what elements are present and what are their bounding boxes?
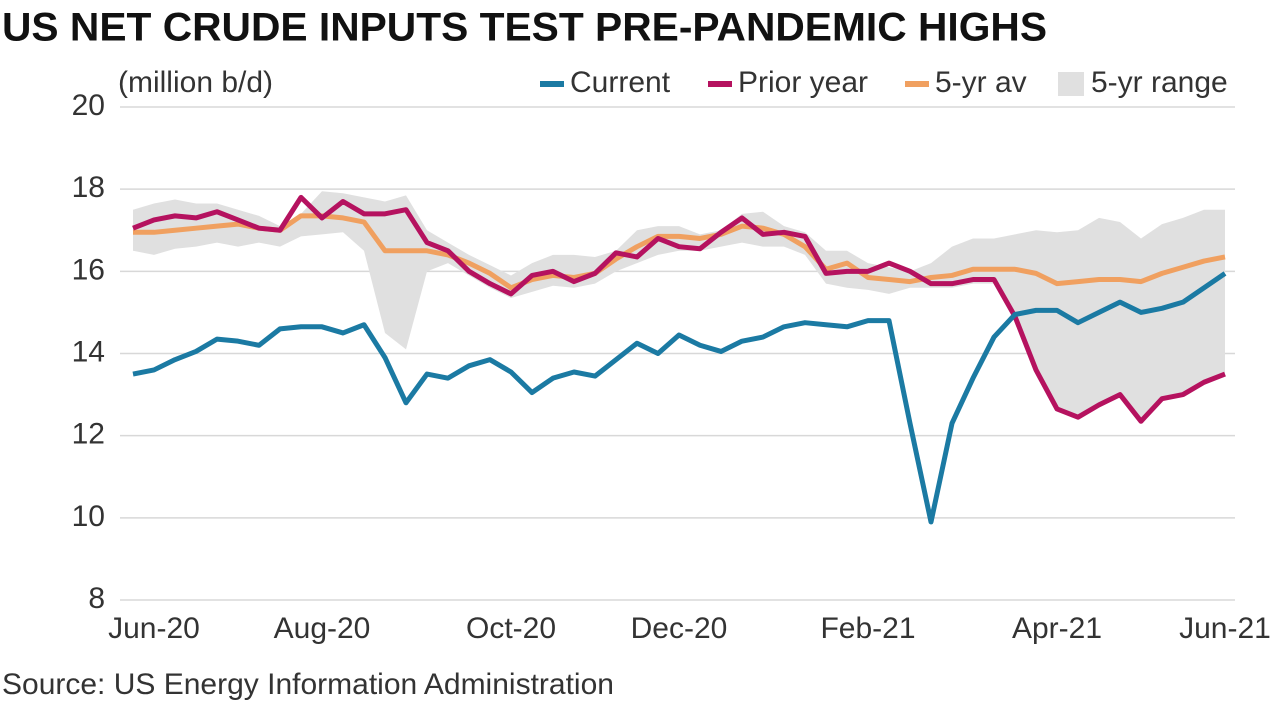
y-tick-label: 12: [72, 418, 105, 451]
series-line: [132, 271, 1227, 525]
legend-label: 5-yr range: [1091, 66, 1228, 99]
legend-label: 5-yr av: [935, 66, 1027, 99]
source: Source: US Energy Information Administra…: [2, 668, 614, 701]
x-tick-label: Dec-20: [631, 612, 728, 645]
y-tick-label: 20: [72, 89, 105, 122]
x-tick-label: Jun-21: [1179, 612, 1271, 645]
series-line: [132, 194, 1226, 424]
y-axis-label: (million b/d): [118, 66, 273, 99]
legend-swatch: [1058, 72, 1084, 96]
y-tick-label: 10: [72, 500, 105, 533]
x-tick-label: Oct-20: [466, 612, 556, 645]
x-tick-label: Jun-20: [108, 612, 200, 645]
legend-label: Current: [570, 66, 671, 99]
x-tick-label: Aug-20: [274, 612, 371, 645]
y-tick-label: 14: [72, 335, 105, 368]
y-tick-label: 8: [88, 582, 105, 615]
legend-label: Prior year: [738, 66, 868, 99]
y-tick-label: 18: [72, 171, 105, 204]
y-tick-label: 16: [72, 253, 105, 286]
chart-title: US NET CRUDE INPUTS TEST PRE-PANDEMIC HI…: [2, 6, 1047, 50]
grid: [120, 106, 1235, 601]
range-area: [133, 191, 1225, 422]
x-tick-label: Feb-21: [820, 612, 915, 645]
series-line: [133, 213, 1226, 291]
x-tick-label: Apr-21: [1012, 612, 1102, 645]
